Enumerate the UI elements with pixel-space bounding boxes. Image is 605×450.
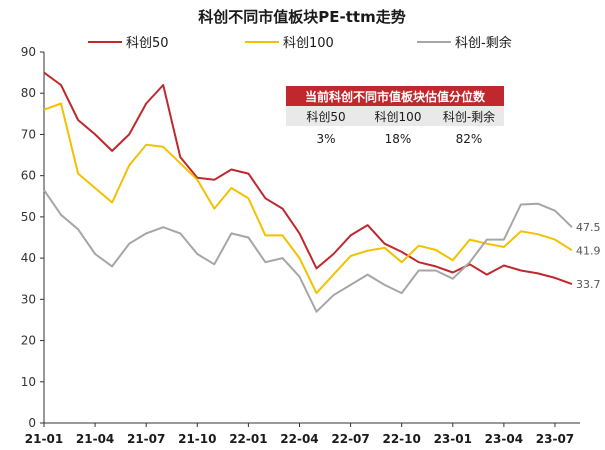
x-tick-label: 22-01 — [229, 432, 267, 446]
table-col-kechuang-rest: 科创-剩余 — [443, 109, 495, 124]
y-tick-label: 90 — [21, 45, 36, 59]
legend-label-kechuang50: 科创50 — [126, 36, 169, 51]
y-tick-label: 30 — [21, 292, 36, 306]
table-value-kechuang100: 18% — [385, 132, 412, 146]
legend-label-kechuang-rest: 科创-剩余 — [455, 35, 512, 51]
series-line-1 — [43, 102, 573, 295]
end-value-label: 47.5 — [576, 221, 601, 234]
table-colhead-bg — [286, 106, 504, 126]
valuation-percentile-table: 当前科创不同市值板块估值分位数 科创50 科创100 科创-剩余 3% 18% … — [286, 86, 504, 146]
table-header: 当前科创不同市值板块估值分位数 — [305, 89, 486, 104]
x-tick-label: 21-04 — [76, 432, 114, 446]
y-tick-label: 40 — [21, 251, 36, 265]
legend: 科创50 科创100 科创-剩余 — [88, 35, 512, 51]
series-lines — [43, 71, 573, 313]
y-tick-label: 0 — [28, 416, 36, 430]
table-value-kechuang-rest: 82% — [456, 132, 483, 146]
table-col-kechuang50: 科创50 — [306, 110, 345, 124]
end-value-label: 41.9 — [576, 244, 601, 257]
x-tick-label: 21-01 — [25, 432, 63, 446]
y-tick-label: 50 — [21, 210, 36, 224]
axes — [43, 52, 580, 424]
y-tick-label: 70 — [21, 127, 36, 141]
x-tick-label: 22-10 — [382, 432, 420, 446]
end-value-label: 33.7 — [576, 278, 601, 291]
chart-title: 科创不同市值板块PE-ttm走势 — [198, 8, 405, 26]
legend-label-kechuang100: 科创100 — [283, 36, 334, 51]
series-line-0 — [43, 71, 573, 286]
y-tick-label: 20 — [21, 334, 36, 348]
x-ticks: 21-01 21-04 21-07 21-10 22-01 22-04 22-07 22-10… — [25, 423, 574, 446]
y-tick-label: 80 — [21, 86, 36, 100]
y-tick-label: 60 — [21, 169, 36, 183]
x-tick-label: 23-07 — [536, 432, 574, 446]
x-tick-label: 23-04 — [485, 432, 523, 446]
series-line-2 — [43, 189, 573, 313]
x-tick-label: 23-01 — [434, 432, 472, 446]
y-ticks: 0 10 20 30 40 50 60 70 80 90 — [21, 45, 44, 430]
x-tick-label: 22-07 — [331, 432, 369, 446]
table-header-bg — [286, 86, 504, 106]
table-col-kechuang100: 科创100 — [375, 110, 422, 124]
table-value-kechuang50: 3% — [316, 132, 335, 146]
x-tick-label: 21-07 — [127, 432, 165, 446]
end-labels: 33.7 41.9 47.5 — [576, 221, 601, 291]
y-tick-label: 10 — [21, 375, 36, 389]
x-tick-label: 22-04 — [280, 432, 318, 446]
x-tick-label: 21-10 — [178, 432, 216, 446]
